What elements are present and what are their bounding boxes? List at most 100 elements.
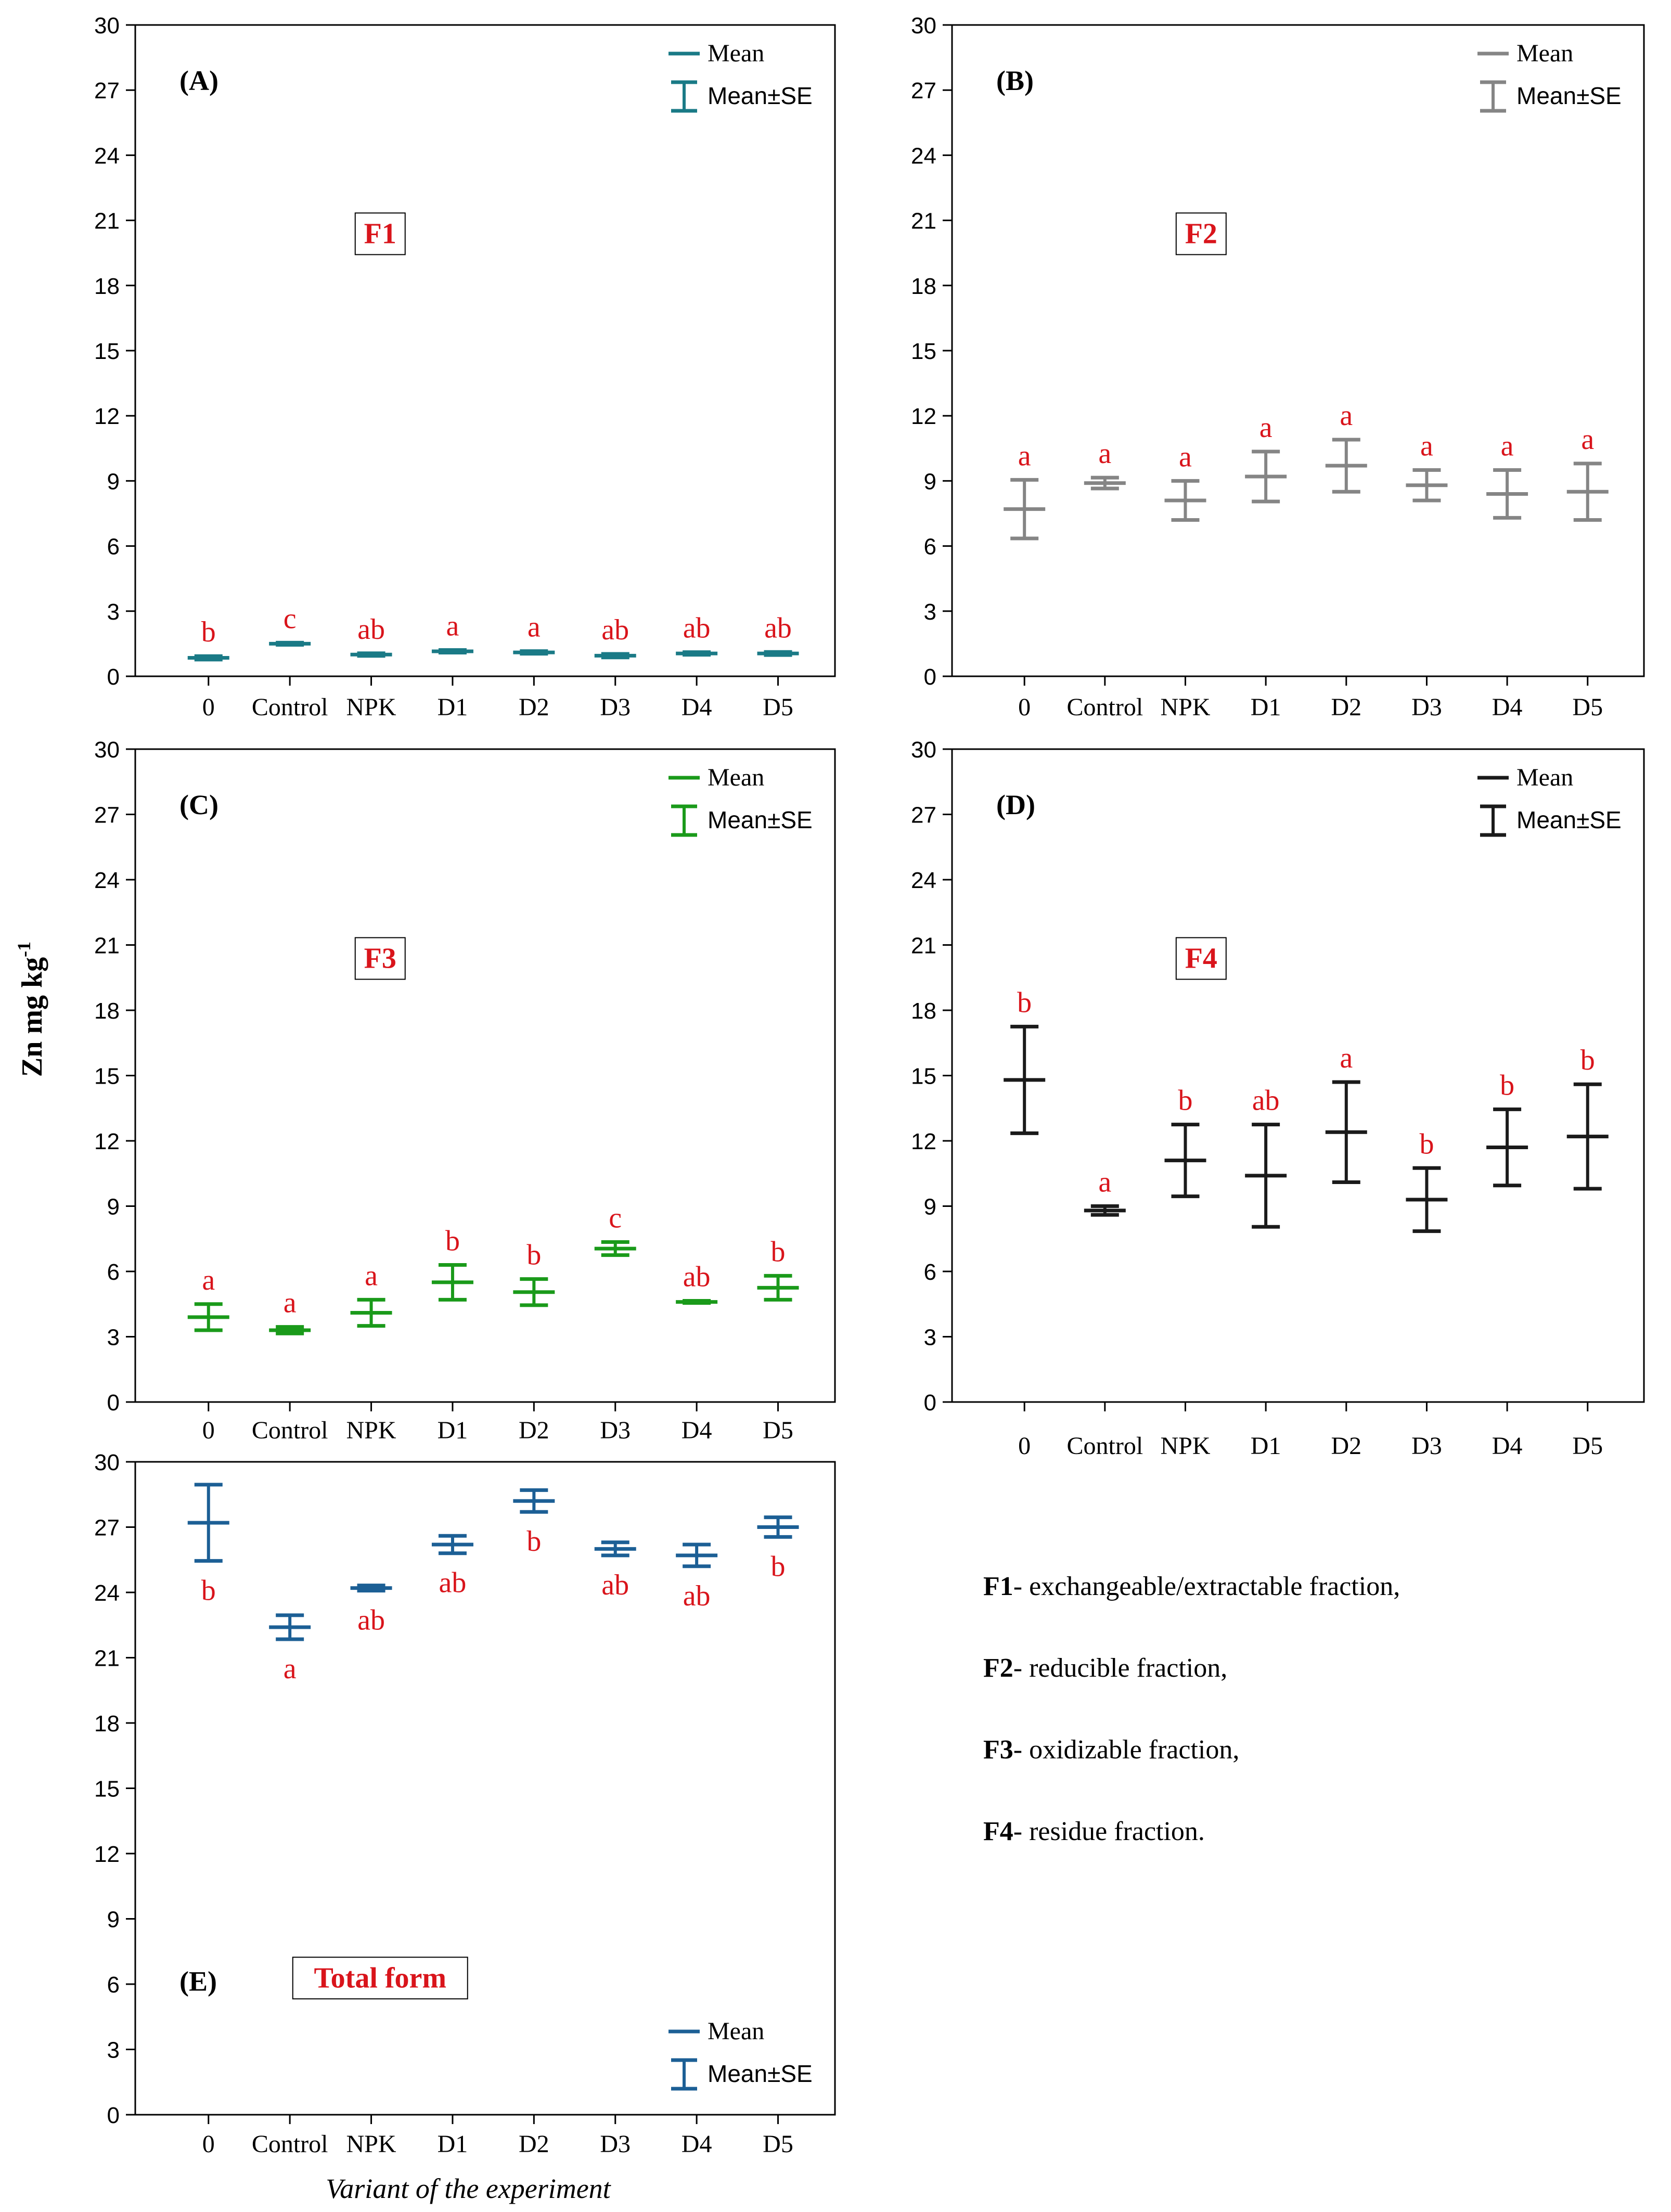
y-tick-label: 0 <box>924 664 936 690</box>
significance-letter: b <box>771 1550 786 1583</box>
y-tick-label: 6 <box>107 534 120 560</box>
fraction-label-box <box>354 212 406 255</box>
y-tick-label: 0 <box>924 1390 936 1416</box>
x-tick-label: D2 <box>1331 693 1361 721</box>
x-tick-label: D1 <box>438 693 468 721</box>
fraction-label: F4 <box>1185 942 1217 974</box>
significance-letter: a <box>1098 438 1111 470</box>
x-tick-label: Control <box>252 2130 328 2158</box>
note-f2: F2- reducible fraction, <box>983 1653 1608 1683</box>
y-tick-label: 0 <box>107 2103 120 2128</box>
plot-frame <box>951 24 1645 677</box>
x-tick-label: NPK <box>346 2130 396 2158</box>
x-tick-label: D3 <box>1411 693 1442 721</box>
y-tick-label: 0 <box>107 664 120 690</box>
y-tick-label: 24 <box>911 143 936 169</box>
legend-mean-label: Mean <box>708 40 764 67</box>
legend-se-label: Mean±SE <box>1516 82 1622 109</box>
data-point-D1: a <box>1245 411 1287 504</box>
y-tick-label: 3 <box>107 599 120 625</box>
x-tick-label: NPK <box>346 693 396 721</box>
y-tick-label: 24 <box>911 868 936 893</box>
note-f4: F4- residue fraction. <box>983 1816 1608 1847</box>
y-tick-label: 24 <box>94 1580 120 1606</box>
y-tick-label: 12 <box>94 1842 120 1867</box>
data-point-Control: c <box>269 602 311 647</box>
data-point-Control: a <box>269 1287 311 1335</box>
significance-letter: ab <box>764 612 792 644</box>
y-tick-label: 24 <box>94 868 120 893</box>
legend: Mean Mean±SE <box>669 2017 813 2091</box>
significance-letter: b <box>526 1239 541 1271</box>
y-tick-label: 30 <box>911 13 936 38</box>
data-point-NPK: ab <box>350 1584 392 1637</box>
note-key: F2 <box>983 1653 1013 1683</box>
panel-letter: (A) <box>179 65 218 96</box>
x-tick-label: D5 <box>763 693 793 721</box>
data-point-D2: a <box>1325 400 1367 494</box>
fraction-label-box <box>292 1957 468 2000</box>
data-point-D5: a <box>1566 423 1609 522</box>
x-tick-label: 0 <box>202 693 215 721</box>
x-tick-label: 0 <box>202 2130 215 2158</box>
y-tick-label: 27 <box>94 78 120 104</box>
y-tick-label: 18 <box>94 1711 120 1737</box>
x-tick-label: D4 <box>682 1417 712 1444</box>
y-tick-label: 21 <box>911 933 936 959</box>
plot-frame <box>134 748 836 1403</box>
note-f3: F3- oxidizable fraction, <box>983 1734 1608 1765</box>
data-point-D4: ab <box>676 1542 718 1612</box>
x-tick-label: Control <box>252 693 328 721</box>
fraction-label: F1 <box>364 217 396 250</box>
note-text: - oxidizable fraction, <box>1013 1735 1240 1765</box>
x-tick-label: D5 <box>1572 1432 1603 1460</box>
x-tick-label: Control <box>1067 693 1143 721</box>
y-tick-label: 18 <box>911 274 936 299</box>
significance-letter: a <box>1098 1166 1111 1199</box>
data-point-0: a <box>187 1264 229 1332</box>
x-tick-label: D4 <box>682 693 712 721</box>
x-tick-label: D4 <box>1492 1432 1523 1460</box>
y-tick-label: 27 <box>911 803 936 828</box>
x-axis-label: Variant of the experiment <box>326 2173 611 2204</box>
y-tick-label: 9 <box>924 1194 936 1220</box>
significance-letter: a <box>1420 430 1433 462</box>
data-point-D2: a <box>513 611 555 656</box>
data-point-D2: b <box>513 1239 555 1307</box>
data-point-D5: ab <box>757 612 799 657</box>
data-point-0: a <box>1004 440 1046 541</box>
data-point-0: b <box>1004 986 1046 1135</box>
fraction-label: F2 <box>1185 217 1217 250</box>
y-tick-label: 3 <box>107 2038 120 2063</box>
significance-letter: c <box>284 602 297 635</box>
y-tick-label: 15 <box>94 1777 120 1802</box>
plot-frame <box>951 748 1645 1403</box>
y-tick-label: 30 <box>94 1450 120 1475</box>
legend-se-label: Mean±SE <box>708 82 813 109</box>
x-tick-label: D3 <box>1411 1432 1442 1460</box>
significance-letter: a <box>1340 400 1353 432</box>
y-axis-label-superscript: -1 <box>14 942 34 957</box>
legend: Mean Mean±SE <box>1477 40 1622 113</box>
significance-letter: c <box>609 1202 622 1234</box>
legend: Mean Mean±SE <box>1477 764 1622 837</box>
panel-letter: (E) <box>179 1966 217 1997</box>
y-tick-label: 30 <box>94 13 120 38</box>
data-point-Control: a <box>269 1613 311 1685</box>
y-tick-label: 15 <box>94 1064 120 1089</box>
y-tick-label: 18 <box>94 998 120 1024</box>
x-tick-label: D1 <box>438 2130 468 2158</box>
y-tick-label: 21 <box>911 209 936 234</box>
y-tick-label: 27 <box>94 1515 120 1541</box>
x-tick-label: D3 <box>600 2130 631 2158</box>
y-axis-label-text: Zn mg kg <box>16 957 48 1077</box>
y-tick-label: 12 <box>94 404 120 429</box>
legend: Mean Mean±SE <box>669 40 813 113</box>
x-tick-label: D4 <box>682 2130 712 2158</box>
y-tick-label: 12 <box>911 404 936 429</box>
x-tick-label: D2 <box>519 2130 549 2158</box>
significance-letter: ab <box>357 1604 385 1637</box>
x-tick-label: NPK <box>1160 693 1210 721</box>
